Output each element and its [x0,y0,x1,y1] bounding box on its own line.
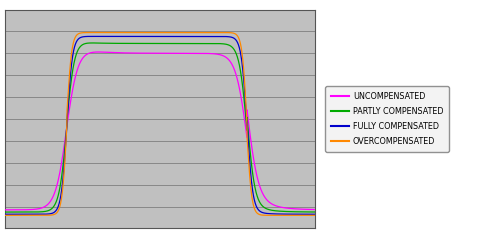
Legend: UNCOMPENSATED, PARTLY COMPENSATED, FULLY COMPENSATED, OVERCOMPENSATED: UNCOMPENSATED, PARTLY COMPENSATED, FULLY… [325,86,448,152]
